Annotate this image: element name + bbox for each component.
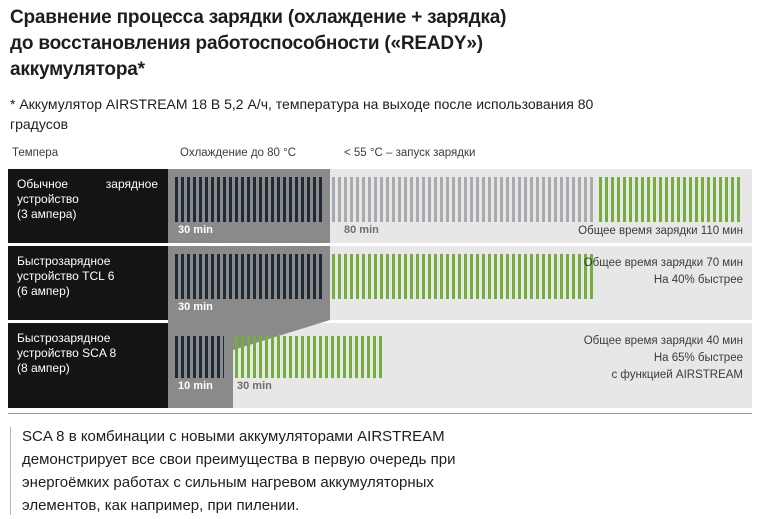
row1-device-label: Обычное зарядное устройство (3 ампера) — [8, 169, 168, 243]
footer-line: элементов, как например, при пилении. — [22, 497, 300, 514]
row1-total-annotation: Общее время зарядки 110 мин — [578, 223, 743, 240]
row3-charging-bar — [235, 336, 385, 378]
row2-total-annotation: Общее время зарядки 70 мин На 40% быстре… — [584, 255, 743, 289]
row3-charging-time-label: 30 min — [237, 380, 272, 392]
title-line: аккумулятора* — [10, 59, 145, 80]
row3-cooling-time-label: 10 min — [178, 380, 213, 392]
row3-cooling-bar — [175, 336, 224, 378]
device-amperage: (6 ампер) — [17, 284, 70, 298]
footer-line: SCA 8 в комбинации с новыми аккумулятора… — [22, 428, 445, 445]
device-name: Быстрозарядное устройство SCA 8 — [17, 331, 117, 360]
row3-total-annotation: Общее время зарядки 40 мин На 65% быстре… — [584, 333, 743, 384]
row1-cooling-time-label: 30 min — [178, 224, 213, 236]
row3-device-label: Быстрозарядное устройство SCA 8 (8 ампер… — [8, 323, 168, 408]
page-title: Сравнение процесса зарядки (охлаждение +… — [10, 5, 506, 83]
footer-line: энергоёмких работах с сильным нагревом а… — [22, 474, 434, 491]
row1-charging-time-label: 80 min — [344, 224, 379, 236]
row1-cooling-bar — [175, 177, 322, 222]
column-header-cooling: Охлаждение до 80 °C — [180, 147, 297, 159]
column-header-temperature: Темпера — [12, 147, 59, 159]
footer-paragraph: SCA 8 в комбинации с новыми аккумулятора… — [22, 425, 455, 517]
row2-cooling-time-label: 30 min — [178, 301, 213, 313]
device-name: Обычное зарядное устройство — [17, 177, 158, 206]
footer-line: демонстрирует все свои преимущества в пе… — [22, 451, 456, 468]
title-line: Сравнение процесса зарядки (охлаждение +… — [10, 7, 507, 28]
device-amperage: (8 ампер) — [17, 361, 70, 375]
row1-total-bar — [599, 177, 743, 222]
row2-device-label: Быстрозарядное устройство TCL 6 (6 ампер… — [8, 246, 168, 320]
footnote: * Аккумулятор AIRSTREAM 18 В 5,2 А/ч, те… — [10, 94, 593, 134]
device-amperage: (3 ампера) — [17, 207, 77, 221]
column-header-charging: < 55 °C – запуск зарядки — [344, 147, 476, 159]
annotation-line: На 40% быстрее — [653, 274, 743, 286]
title-line: до восстановления работоспособности («RE… — [10, 33, 483, 54]
chart-bottom-rule — [8, 413, 752, 414]
annotation-line: Общее время зарядки 110 мин — [578, 225, 743, 237]
row2-charging-bar — [332, 254, 596, 299]
annotation-line: Общее время зарядки 70 мин — [583, 257, 743, 269]
row1-charging-bar — [332, 177, 596, 222]
footnote-line: * Аккумулятор AIRSTREAM 18 В 5,2 А/ч, те… — [10, 96, 594, 112]
device-name: Быстрозарядное устройство TCL 6 — [17, 254, 115, 283]
annotation-line: На 65% быстрее — [653, 352, 743, 364]
annotation-line: с функцией AIRSTREAM — [611, 369, 743, 381]
annotation-line: Общее время зарядки 40 мин — [583, 335, 743, 347]
footer-left-rule — [10, 427, 11, 515]
footnote-line: градусов — [10, 116, 69, 132]
row2-cooling-bar — [175, 254, 322, 299]
